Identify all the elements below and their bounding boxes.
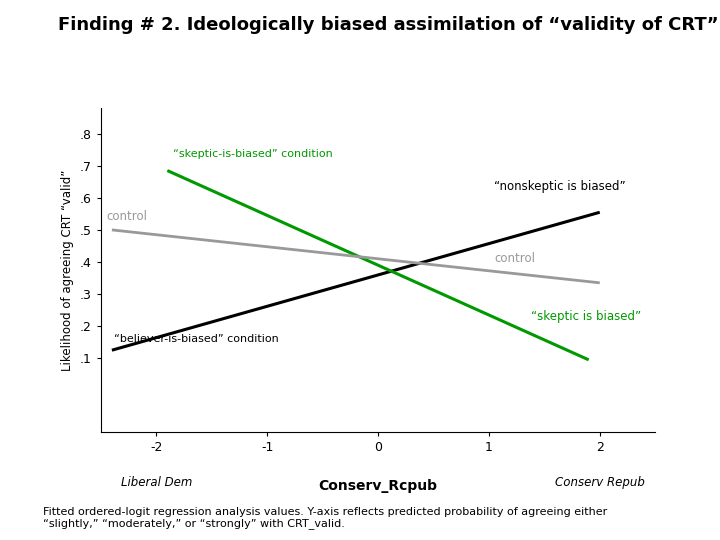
Text: “nonskeptic is biased”: “nonskeptic is biased” (495, 180, 626, 193)
Text: Finding # 2. Ideologically biased assimilation of “validity of CRT”: Finding # 2. Ideologically biased assimi… (58, 16, 719, 34)
X-axis label: Conserv_Rcpub: Conserv_Rcpub (318, 479, 438, 493)
Text: Fitted ordered-logit regression analysis values. Y-axis reflects predicted proba: Fitted ordered-logit regression analysis… (43, 507, 608, 529)
Text: control: control (495, 252, 536, 265)
Text: Conserv Repub: Conserv Repub (555, 476, 644, 489)
Text: “skeptic-is-biased” condition: “skeptic-is-biased” condition (173, 150, 333, 159)
Text: Liberal Dem: Liberal Dem (120, 476, 192, 489)
Text: “skeptic is biased”: “skeptic is biased” (531, 310, 641, 323)
Text: control: control (107, 211, 148, 224)
Y-axis label: Likelihood of agreeing CRT “valid”: Likelihood of agreeing CRT “valid” (61, 170, 74, 370)
Text: “believer-is-biased” condition: “believer-is-biased” condition (114, 334, 279, 344)
